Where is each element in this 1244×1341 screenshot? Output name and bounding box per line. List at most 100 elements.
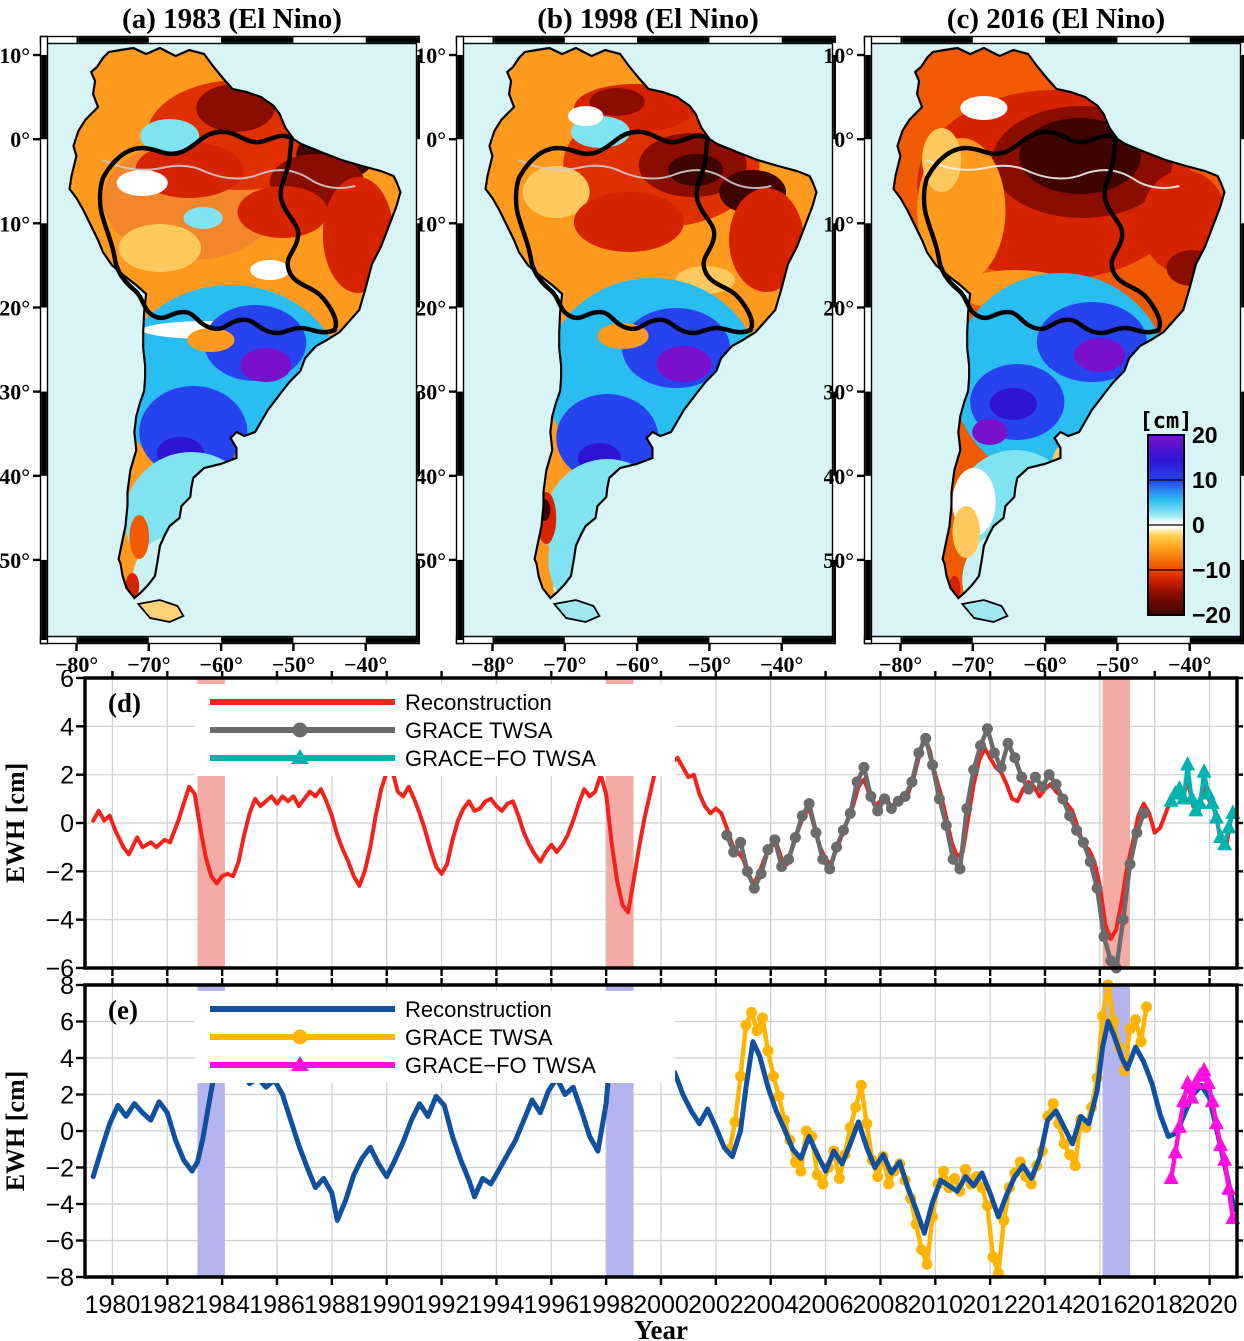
legend-label: GRACE TWSA xyxy=(405,718,553,743)
lat-tick-label: 0° xyxy=(10,127,30,152)
y-axis-label: EWH [cm] xyxy=(1,763,30,884)
tierra-del-fuego xyxy=(552,599,601,623)
y-tick-label: −4 xyxy=(45,907,74,935)
series-grace-twsa xyxy=(724,979,1152,1279)
lon-tick-label: −70° xyxy=(127,652,170,677)
x-tick-label: 1988 xyxy=(304,1291,360,1319)
legend-label: GRACE TWSA xyxy=(405,1025,553,1050)
lat-tick-label: 10° xyxy=(824,43,854,68)
colorbar-tick-label: 10 xyxy=(1192,467,1218,493)
lat-tick-label: −40° xyxy=(0,464,30,489)
lat-tick-label: −30° xyxy=(824,380,854,405)
map-title-c: (c) 2016 (El Nino) xyxy=(946,3,1166,35)
lon-tick-label: −50° xyxy=(272,652,315,677)
amazon-basin-outline xyxy=(97,129,339,336)
lon-tick-label: −40° xyxy=(1168,652,1211,677)
colorbar-title: [cm] xyxy=(1140,409,1193,434)
y-tick-label: 2 xyxy=(60,762,74,790)
lon-tick-label: −80° xyxy=(879,652,922,677)
lat-tick-label: −10° xyxy=(824,211,854,236)
series-grace−fo-twsa xyxy=(1163,1061,1241,1225)
y-tick-label: 0 xyxy=(60,1118,74,1146)
panel-d-timeseries-chart: 6 4 2 0 −2 −4 −6 EWH [cm] (d) Reconstruction GRACE… xyxy=(1,670,1243,977)
y-tick-label: −2 xyxy=(45,858,74,886)
lat-tick-label: −20° xyxy=(824,296,854,321)
lat-tick-label: −20° xyxy=(0,296,30,321)
colorbar-tick-label: 20 xyxy=(1192,422,1218,448)
lon-tick-label: −60° xyxy=(615,652,658,677)
y-tick-label: 4 xyxy=(60,713,74,741)
lon-tick-label: −40° xyxy=(760,652,803,677)
x-tick-label: 1980 xyxy=(85,1291,141,1319)
y-tick-label: 0 xyxy=(60,810,74,838)
panel-e-timeseries-chart: 8 6 4 2 0 −2 −4 −6 −8 EWH [cm] (e) Reconstruction GR… xyxy=(1,977,1243,1341)
lat-tick-label: −10° xyxy=(0,211,30,236)
colorbar-tick-label: −10 xyxy=(1192,557,1231,583)
x-tick-label: 2008 xyxy=(853,1291,909,1319)
y-tick-label: −4 xyxy=(45,1191,74,1219)
legend-label: Reconstruction xyxy=(405,690,552,715)
coastline xyxy=(484,46,818,600)
lat-tick-label: −30° xyxy=(0,380,30,405)
map-title-a: (a) 1983 (El Nino) xyxy=(122,3,342,35)
colorbar-tick-label: −20 xyxy=(1192,602,1231,628)
lat-tick-label: −10° xyxy=(416,211,446,236)
x-tick-label: 1992 xyxy=(414,1291,470,1319)
x-tick-label: 1986 xyxy=(249,1291,305,1319)
tierra-del-fuego xyxy=(136,599,185,623)
x-tick-label: 1984 xyxy=(194,1291,250,1319)
legend-label: GRACE−FO TWSA xyxy=(405,746,596,771)
series-grace−fo-twsa xyxy=(1163,756,1241,851)
x-tick-label: 2012 xyxy=(962,1291,1018,1319)
lat-tick-label: −50° xyxy=(416,548,446,573)
lat-tick-label: −50° xyxy=(0,548,30,573)
colorbar-tick-label: 0 xyxy=(1192,512,1205,538)
x-tick-label: 2020 xyxy=(1182,1291,1238,1319)
y-tick-label: 6 xyxy=(60,1009,74,1037)
lon-tick-label: −70° xyxy=(951,652,994,677)
x-tick-label: 2010 xyxy=(907,1291,963,1319)
lat-tick-label: 10° xyxy=(0,43,30,68)
x-axis-label: Year xyxy=(634,1315,688,1341)
lat-tick-label: −40° xyxy=(416,464,446,489)
panel-label: (d) xyxy=(108,688,141,718)
x-tick-label: 1998 xyxy=(578,1291,634,1319)
y-tick-label: 8 xyxy=(60,977,74,1000)
legend: Reconstruction GRACE TWSA GRACE−FO TWSA xyxy=(195,991,675,1083)
x-tick-label: 2006 xyxy=(798,1291,854,1319)
x-tick-label: 2018 xyxy=(1127,1291,1183,1319)
map-a-heatmap: 10°0°−10°−20°−30°−40°−50°−80°−70°−60°−50… xyxy=(0,35,420,677)
y-tick-label: −8 xyxy=(45,1264,74,1292)
y-tick-label: 2 xyxy=(60,1082,74,1110)
lat-tick-label: −20° xyxy=(416,296,446,321)
x-tick-label: 2014 xyxy=(1017,1291,1073,1319)
lon-tick-label: −50° xyxy=(688,652,731,677)
y-axis-label: EWH [cm] xyxy=(1,1071,30,1192)
amazon-basin-outline xyxy=(513,129,755,336)
x-tick-label: 2016 xyxy=(1072,1291,1128,1319)
amazon-river xyxy=(102,159,356,189)
x-tick-label: 2000 xyxy=(633,1291,689,1319)
x-tick-label: 1990 xyxy=(359,1291,415,1319)
series-grace-twsa xyxy=(721,723,1150,974)
lon-tick-label: −80° xyxy=(55,652,98,677)
lat-tick-label: −50° xyxy=(824,548,854,573)
coastline xyxy=(68,46,402,600)
x-tick-label: 2002 xyxy=(688,1291,744,1319)
coastline xyxy=(892,46,1226,600)
y-tick-label: 6 xyxy=(60,670,74,693)
legend-label: GRACE−FO TWSA xyxy=(405,1053,596,1078)
amazon-river xyxy=(518,159,772,189)
lat-tick-label: 0° xyxy=(834,127,854,152)
y-tick-label: −6 xyxy=(45,1228,74,1256)
x-tick-label: 1996 xyxy=(523,1291,579,1319)
lat-tick-label: 0° xyxy=(426,127,446,152)
legend-label: Reconstruction xyxy=(405,997,552,1022)
legend: Reconstruction GRACE TWSA GRACE−FO TWSA xyxy=(195,684,675,776)
y-tick-label: −6 xyxy=(45,955,74,977)
map-b-heatmap: 10°0°−10°−20°−30°−40°−50°−80°−70°−60°−50… xyxy=(416,35,836,677)
lon-tick-label: −80° xyxy=(471,652,514,677)
lon-tick-label: −50° xyxy=(1096,652,1139,677)
panel-label: (e) xyxy=(108,995,138,1025)
